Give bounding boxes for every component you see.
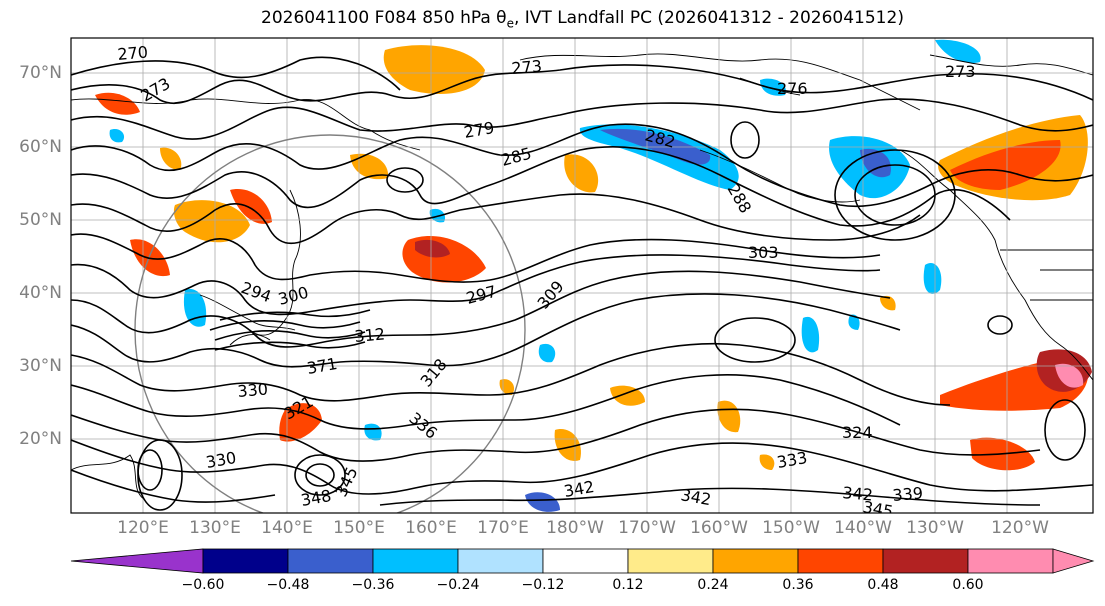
lon-label: 180°W xyxy=(546,518,604,538)
positive-patch xyxy=(95,92,140,115)
lat-label-70n: 70°N xyxy=(19,63,62,83)
positive-patch xyxy=(415,239,450,258)
positive-patch xyxy=(383,45,485,94)
lon-label: 160°W xyxy=(690,518,748,538)
colorbar-tick-label: 0.48 xyxy=(867,577,899,593)
positive-patch xyxy=(350,153,389,180)
contour-label: 273 xyxy=(511,56,543,78)
colorbar-tick-label: 0.36 xyxy=(782,577,814,593)
negative-patch xyxy=(525,492,560,512)
colorbar-segment xyxy=(627,548,714,574)
contour-label: 330 xyxy=(237,379,269,401)
contour-label: 324 xyxy=(842,423,873,442)
lon-label: 150°W xyxy=(762,518,820,538)
colorbar-segment xyxy=(882,548,969,574)
lon-label: 120°E xyxy=(117,518,169,538)
contour-label: 270 xyxy=(117,42,149,64)
colorbar-segment xyxy=(372,548,459,574)
negative-patch xyxy=(538,343,556,363)
contour-label: 303 xyxy=(748,243,779,262)
lat-label-50n: 50°N xyxy=(19,210,62,230)
map-title: 2026041100 F084 850 hPa θe, IVT Landfall… xyxy=(261,8,904,31)
colorbar-segment xyxy=(287,548,374,574)
negative-patch xyxy=(760,78,786,96)
colorbar-tick-label: −0.60 xyxy=(181,577,225,593)
negative-patch xyxy=(579,124,739,190)
gridlines xyxy=(71,38,1093,513)
negative-patch xyxy=(935,39,981,64)
colorbar-tick-label: −0.12 xyxy=(521,577,565,593)
colorbar-segment xyxy=(797,548,884,574)
contour-label: 339 xyxy=(892,483,924,505)
colorbar-extend-max xyxy=(1052,548,1095,574)
positive-patch xyxy=(950,140,1061,190)
lon-label: 140°W xyxy=(834,518,892,538)
colorbar xyxy=(70,548,1095,574)
colorbar-segment xyxy=(967,548,1054,574)
contour-labels: 270 273 273 273 276 279 282 285 288 303 … xyxy=(117,42,976,521)
negative-patch xyxy=(364,423,382,441)
positive-patch xyxy=(230,189,272,224)
negative-patch xyxy=(801,316,820,353)
negative-patch xyxy=(109,129,125,143)
lon-label: 130°E xyxy=(189,518,241,538)
lat-label-30n: 30°N xyxy=(19,356,62,376)
colorbar-tick-label: 0.12 xyxy=(612,577,644,593)
colorbar-tick-label: −0.24 xyxy=(436,577,480,593)
colorbar-tick-label: 0.24 xyxy=(697,577,729,593)
lat-label-60n: 60°N xyxy=(19,137,62,157)
negative-patch xyxy=(848,314,860,330)
positive-patch xyxy=(759,454,775,470)
lon-label: 160°E xyxy=(405,518,457,538)
positive-patch xyxy=(173,200,250,243)
positive-patch xyxy=(279,403,322,442)
lat-label-40n: 40°N xyxy=(19,283,62,303)
positive-patch xyxy=(880,295,896,311)
colorbar-segment xyxy=(202,548,289,574)
contour-label: 345 xyxy=(861,497,894,521)
positive-patch xyxy=(160,147,182,170)
colorbar-segment xyxy=(542,548,629,574)
negative-patch xyxy=(923,262,942,294)
positive-patch xyxy=(1055,363,1084,388)
contour-label: 312 xyxy=(354,324,386,346)
colorbar-segment xyxy=(712,548,799,574)
colorbar-tick-label: −0.48 xyxy=(266,577,310,593)
lon-label: 140°E xyxy=(261,518,313,538)
colorbar-tick-label: 0.60 xyxy=(952,577,984,593)
positive-patch xyxy=(717,400,741,433)
contour-label: 273 xyxy=(945,62,976,81)
negative-patch xyxy=(860,148,891,178)
map-frame xyxy=(70,37,1094,514)
contour-label: 276 xyxy=(777,79,808,98)
theta-e-contours xyxy=(71,56,1093,511)
colorbar-tick-label: −0.36 xyxy=(351,577,395,593)
lon-label: 120°W xyxy=(991,518,1049,538)
lat-label-20n: 20°N xyxy=(19,429,62,449)
colorbar-extend-min xyxy=(70,548,204,574)
colorbar-segment xyxy=(457,548,544,574)
lon-label: 170°E xyxy=(477,518,529,538)
lon-label: 150°E xyxy=(333,518,385,538)
shaded-anomaly-patches xyxy=(95,39,1092,512)
positive-patch xyxy=(554,429,581,461)
positive-patch xyxy=(564,154,599,193)
lon-label: 130°W xyxy=(906,518,964,538)
lon-label: 170°W xyxy=(618,518,676,538)
map-plot-area: 270 273 273 273 276 279 282 285 288 303 … xyxy=(71,38,1093,521)
positive-patch xyxy=(610,385,645,406)
contour-label: 342 xyxy=(842,483,874,505)
